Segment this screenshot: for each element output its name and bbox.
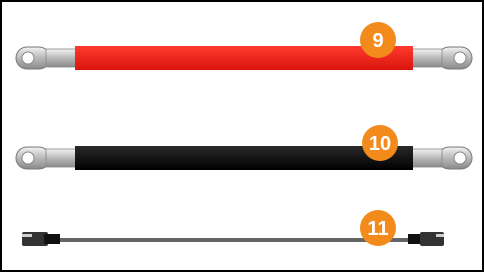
badge-label: 10 — [369, 133, 391, 155]
red-cable — [16, 46, 472, 70]
badge: 9 — [360, 22, 396, 58]
badge-label: 11 — [367, 218, 388, 240]
page: {"items": [{"label": "9"}, {"label": "10… — [0, 0, 484, 272]
badge: 10 — [362, 125, 398, 161]
badge-label: 9 — [372, 30, 383, 52]
cable-illustration: 9 10 11 — [0, 0, 484, 272]
black-cable — [16, 146, 472, 170]
badge: 11 — [360, 210, 396, 246]
frame — [1, 1, 483, 271]
